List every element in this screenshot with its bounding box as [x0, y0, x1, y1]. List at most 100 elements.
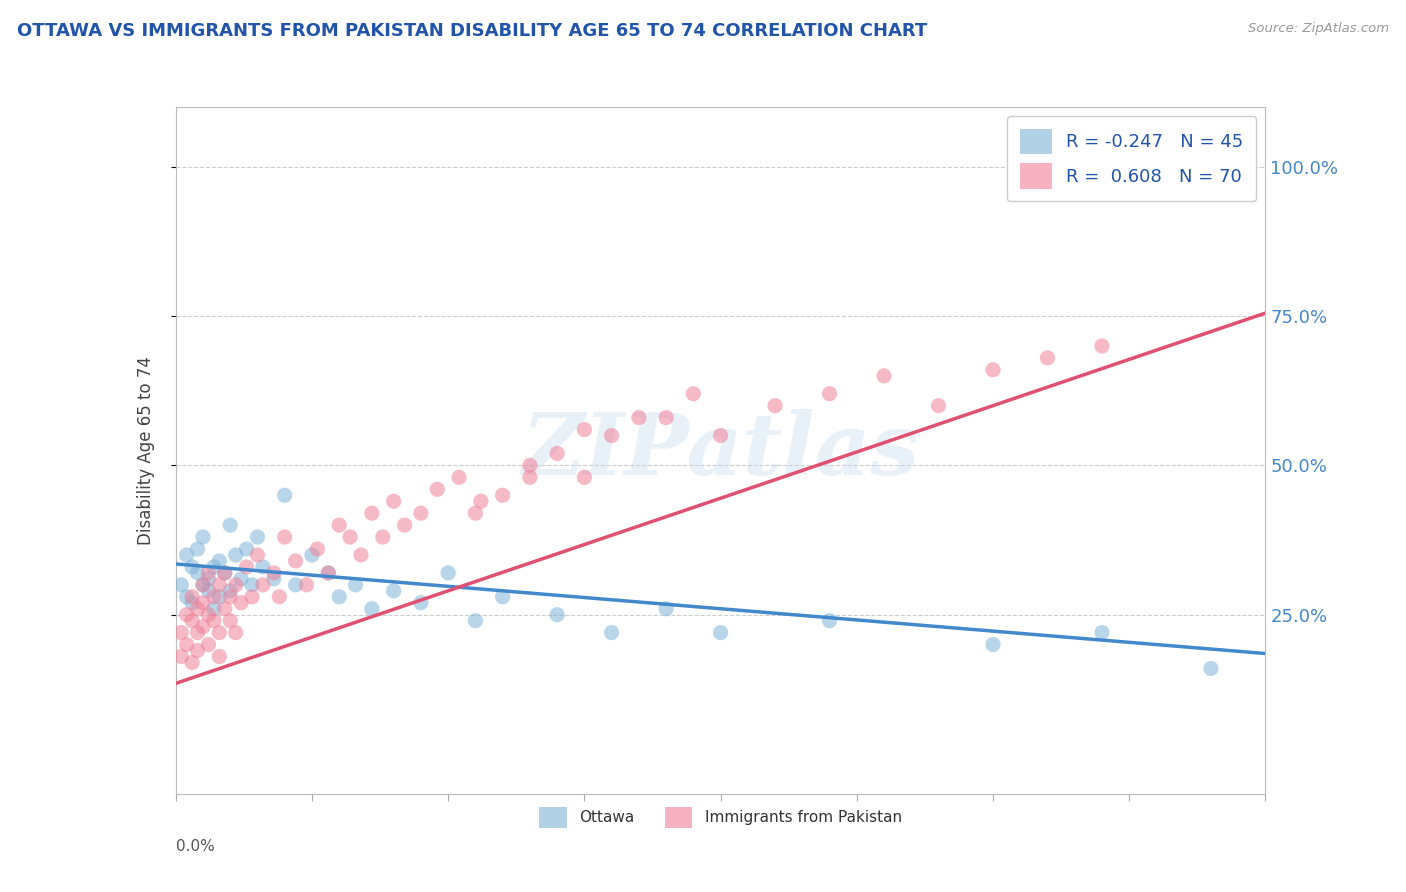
Point [170, 578, 193, 592]
Point [202, 560, 225, 574]
Point [546, 446, 568, 460]
Point [873, 368, 896, 383]
Point [371, 530, 394, 544]
Point [263, 566, 285, 580]
Legend: Ottawa, Immigrants from Pakistan: Ottawa, Immigrants from Pakistan [533, 800, 908, 834]
Point [235, 541, 257, 556]
Text: 0.0%: 0.0% [176, 838, 215, 854]
Text: OTTAWA VS IMMIGRANTS FROM PAKISTAN DISABILITY AGE 65 TO 74 CORRELATION CHART: OTTAWA VS IMMIGRANTS FROM PAKISTAN DISAB… [17, 22, 927, 40]
Point [818, 386, 841, 401]
Point [1091, 625, 1114, 640]
Point [225, 578, 247, 592]
Point [181, 560, 204, 574]
Point [191, 620, 214, 634]
Point [627, 410, 650, 425]
Point [214, 566, 236, 580]
Point [219, 583, 242, 598]
Point [269, 590, 291, 604]
Point [470, 494, 492, 508]
Point [219, 590, 242, 604]
Point [600, 428, 623, 442]
Point [225, 625, 247, 640]
Point [231, 572, 253, 586]
Point [492, 590, 515, 604]
Point [710, 625, 733, 640]
Point [219, 518, 242, 533]
Point [219, 614, 242, 628]
Point [409, 596, 432, 610]
Point [252, 578, 274, 592]
Point [574, 470, 596, 484]
Point [240, 578, 263, 592]
Y-axis label: Disability Age 65 to 74: Disability Age 65 to 74 [136, 356, 155, 545]
Point [225, 548, 247, 562]
Point [240, 590, 263, 604]
Point [600, 625, 623, 640]
Point [202, 590, 225, 604]
Point [274, 488, 297, 502]
Point [360, 601, 382, 615]
Point [981, 638, 1004, 652]
Point [214, 566, 236, 580]
Point [339, 530, 361, 544]
Point [818, 614, 841, 628]
Point [170, 625, 193, 640]
Point [191, 596, 214, 610]
Point [191, 530, 214, 544]
Point [186, 566, 209, 580]
Point [301, 548, 323, 562]
Point [274, 530, 297, 544]
Point [202, 601, 225, 615]
Point [181, 614, 204, 628]
Point [181, 656, 204, 670]
Point [655, 410, 678, 425]
Point [382, 583, 405, 598]
Point [176, 607, 198, 622]
Point [710, 428, 733, 442]
Text: Source: ZipAtlas.com: Source: ZipAtlas.com [1249, 22, 1389, 36]
Point [208, 554, 231, 568]
Point [928, 399, 950, 413]
Point [170, 649, 193, 664]
Point [191, 578, 214, 592]
Point [682, 386, 704, 401]
Point [763, 399, 786, 413]
Point [246, 530, 269, 544]
Point [197, 583, 219, 598]
Point [318, 566, 340, 580]
Point [574, 423, 596, 437]
Point [208, 625, 231, 640]
Point [1091, 339, 1114, 353]
Point [186, 625, 209, 640]
Point [186, 541, 209, 556]
Point [208, 590, 231, 604]
Point [1199, 661, 1222, 675]
Point [350, 548, 373, 562]
Point [181, 590, 204, 604]
Point [307, 541, 329, 556]
Point [546, 607, 568, 622]
Point [295, 578, 318, 592]
Point [1199, 160, 1222, 174]
Point [519, 458, 541, 473]
Point [492, 488, 515, 502]
Point [409, 506, 432, 520]
Point [263, 572, 285, 586]
Point [655, 601, 678, 615]
Point [382, 494, 405, 508]
Point [328, 590, 350, 604]
Point [214, 601, 236, 615]
Point [176, 548, 198, 562]
Point [252, 560, 274, 574]
Point [344, 578, 367, 592]
Point [246, 548, 269, 562]
Point [284, 554, 307, 568]
Point [318, 566, 340, 580]
Point [284, 578, 307, 592]
Point [176, 638, 198, 652]
Point [197, 566, 219, 580]
Point [328, 518, 350, 533]
Point [176, 590, 198, 604]
Text: ZIPatlas: ZIPatlas [522, 409, 920, 492]
Point [231, 596, 253, 610]
